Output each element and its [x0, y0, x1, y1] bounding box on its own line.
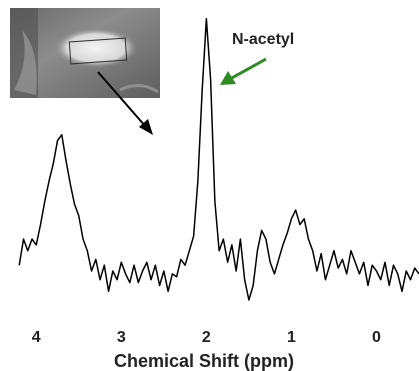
x-tick-label: 4	[32, 329, 41, 346]
annotation: N-acetyl	[232, 31, 294, 48]
x-axis-label: Chemical Shift (ppm)	[114, 351, 294, 371]
x-tick-label: 3	[117, 329, 126, 346]
x-tick-label: 0	[372, 329, 381, 346]
mri-inset	[10, 8, 160, 98]
annotation-arrow	[220, 59, 266, 85]
chart: N-acetyl Chemical Shift (ppm) 4 3 2 1 0	[0, 0, 419, 371]
x-tick-label: 2	[202, 329, 211, 346]
x-tick-label: 1	[287, 329, 296, 346]
